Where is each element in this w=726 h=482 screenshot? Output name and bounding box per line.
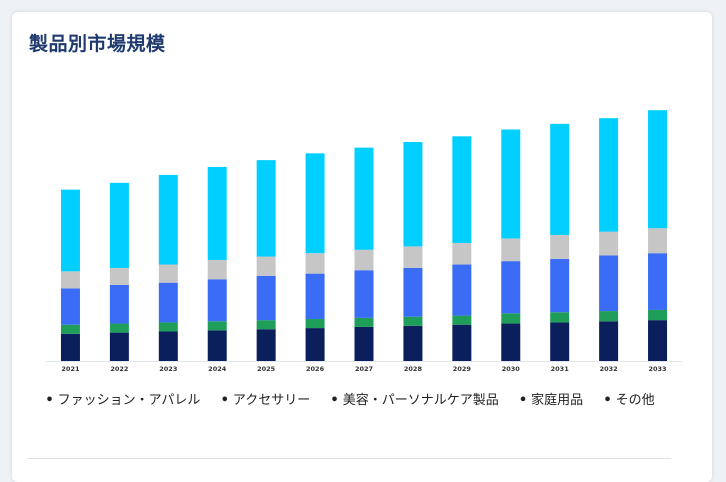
bottom-divider xyxy=(28,458,671,459)
bar-segment-accessories-2031[interactable] xyxy=(550,235,570,259)
bar-segment-household-2028[interactable] xyxy=(403,316,423,326)
stacked-bar-chart: 2021 2022 2023 2024 2025 2026 2027 2028 2029 2030… xyxy=(46,110,682,373)
bar-segment-accessories-2029[interactable] xyxy=(452,242,472,265)
x-tick-label: 2025 xyxy=(257,365,276,373)
bar-segment-beauty-2025[interactable] xyxy=(256,275,276,321)
x-tick-label: 2029 xyxy=(453,365,472,373)
bar-segment-other-2021[interactable] xyxy=(60,333,80,361)
bar-segment-other-2025[interactable] xyxy=(256,329,276,361)
bar-segment-other-2028[interactable] xyxy=(403,325,423,361)
bar-segment-household-2031[interactable] xyxy=(550,312,570,323)
legend-item-household[interactable]: • 家庭用品 xyxy=(519,393,583,408)
legend-bullet: • xyxy=(220,393,229,408)
bar-segment-household-2021[interactable] xyxy=(60,324,80,334)
legend-label: その他 xyxy=(615,393,655,408)
bar-segment-beauty-2026[interactable] xyxy=(305,273,325,320)
bar-segment-accessories-2022[interactable] xyxy=(109,267,129,285)
bar-segment-fashion-2033[interactable] xyxy=(648,110,668,229)
legend-label: ファッション・アパレル xyxy=(57,393,201,408)
x-tick-label: 2022 xyxy=(110,365,128,373)
x-tick-label: 2032 xyxy=(600,365,618,373)
bar-segment-household-2022[interactable] xyxy=(109,323,129,333)
bar-segment-fashion-2029[interactable] xyxy=(452,136,472,243)
x-tick-label: 2021 xyxy=(61,365,80,373)
bar-segment-fashion-2022[interactable] xyxy=(109,182,129,268)
x-tick-label: 2033 xyxy=(648,365,666,373)
bar-segment-accessories-2025[interactable] xyxy=(256,256,276,276)
chart-legend: • ファッション・アパレル • アクセサリー • 美容・パーソナルケア製品 • 家庭用品… xyxy=(24,384,676,418)
bar-segment-household-2025[interactable] xyxy=(256,320,276,330)
bar-segment-fashion-2030[interactable] xyxy=(501,129,521,239)
legend-item-accessories[interactable]: • アクセサリー xyxy=(221,393,311,408)
bar-segment-beauty-2024[interactable] xyxy=(207,279,227,322)
bar-segment-household-2023[interactable] xyxy=(158,322,178,332)
bar-segment-household-2024[interactable] xyxy=(207,321,227,331)
bar-segment-accessories-2033[interactable] xyxy=(648,228,668,254)
x-tick-label: 2030 xyxy=(502,365,521,373)
bar-segment-accessories-2030[interactable] xyxy=(501,238,521,262)
legend-bullet: • xyxy=(45,393,54,408)
bar-segment-other-2033[interactable] xyxy=(648,320,668,361)
bar-segment-other-2022[interactable] xyxy=(109,332,129,361)
bar-segment-beauty-2030[interactable] xyxy=(501,261,521,314)
bar-segment-other-2024[interactable] xyxy=(207,330,227,361)
bar-segment-accessories-2023[interactable] xyxy=(158,264,178,283)
bar-segment-beauty-2021[interactable] xyxy=(60,288,80,325)
bar-segment-fashion-2021[interactable] xyxy=(60,189,80,272)
bar-segment-beauty-2027[interactable] xyxy=(354,270,374,318)
legend-label: アクセサリー xyxy=(232,393,311,408)
bar-segment-beauty-2033[interactable] xyxy=(648,253,668,310)
bar-segment-other-2026[interactable] xyxy=(305,328,325,361)
legend-item-other[interactable]: • その他 xyxy=(603,393,654,408)
bar-segment-fashion-2026[interactable] xyxy=(305,153,325,254)
bar-segment-fashion-2027[interactable] xyxy=(354,147,374,250)
chart-title: 製品別市場規模 xyxy=(29,33,166,55)
bar-segment-fashion-2031[interactable] xyxy=(550,123,570,236)
bar-segment-fashion-2025[interactable] xyxy=(256,160,276,257)
legend-bullet: • xyxy=(330,393,339,408)
bar-segment-accessories-2024[interactable] xyxy=(207,260,227,280)
bar-segment-fashion-2032[interactable] xyxy=(599,118,619,232)
bar-segment-fashion-2024[interactable] xyxy=(207,166,227,261)
bar-segment-accessories-2027[interactable] xyxy=(354,249,374,271)
bar-segment-other-2032[interactable] xyxy=(599,321,619,361)
bar-segment-other-2029[interactable] xyxy=(452,324,472,361)
x-tick-label: 2026 xyxy=(306,365,325,373)
bar-segment-accessories-2028[interactable] xyxy=(403,246,423,268)
bar-segment-beauty-2029[interactable] xyxy=(452,264,472,316)
bar-segment-fashion-2023[interactable] xyxy=(158,174,178,265)
bar-segment-accessories-2021[interactable] xyxy=(60,271,80,289)
bar-segment-household-2027[interactable] xyxy=(354,317,374,327)
x-tick-label: 2024 xyxy=(208,365,227,373)
bar-segment-household-2029[interactable] xyxy=(452,315,472,325)
bar-segment-beauty-2032[interactable] xyxy=(599,255,619,312)
x-tick-label: 2031 xyxy=(551,365,570,373)
bar-segment-beauty-2031[interactable] xyxy=(550,258,570,313)
x-tick-label: 2023 xyxy=(159,365,177,373)
bar-segment-other-2023[interactable] xyxy=(158,331,178,361)
bar-segment-other-2030[interactable] xyxy=(501,323,521,361)
bar-segment-other-2031[interactable] xyxy=(550,322,570,361)
x-tick-label: 2027 xyxy=(355,365,373,373)
bar-segment-household-2033[interactable] xyxy=(648,309,668,321)
bar-segment-other-2027[interactable] xyxy=(354,326,374,361)
bar-segment-beauty-2022[interactable] xyxy=(109,284,129,324)
bar-segment-household-2026[interactable] xyxy=(305,319,325,329)
x-tick-label: 2028 xyxy=(404,365,423,373)
legend-bullet: • xyxy=(518,393,528,408)
legend-bullet: • xyxy=(603,393,612,408)
bar-segment-accessories-2032[interactable] xyxy=(599,231,619,256)
legend-item-fashion[interactable]: • ファッション・アパレル xyxy=(45,393,200,408)
bar-segment-accessories-2026[interactable] xyxy=(305,253,325,274)
bar-segment-household-2032[interactable] xyxy=(599,311,619,322)
legend-item-beauty[interactable]: • 美容・パーソナルケア製品 xyxy=(330,393,498,408)
bar-segment-beauty-2023[interactable] xyxy=(158,282,178,323)
bar-segment-beauty-2028[interactable] xyxy=(403,267,423,317)
bar-segment-household-2030[interactable] xyxy=(501,313,521,324)
bar-segment-fashion-2028[interactable] xyxy=(403,141,423,247)
legend-label: 家庭用品 xyxy=(531,393,584,408)
legend-label: 美容・パーソナルケア製品 xyxy=(342,393,499,408)
